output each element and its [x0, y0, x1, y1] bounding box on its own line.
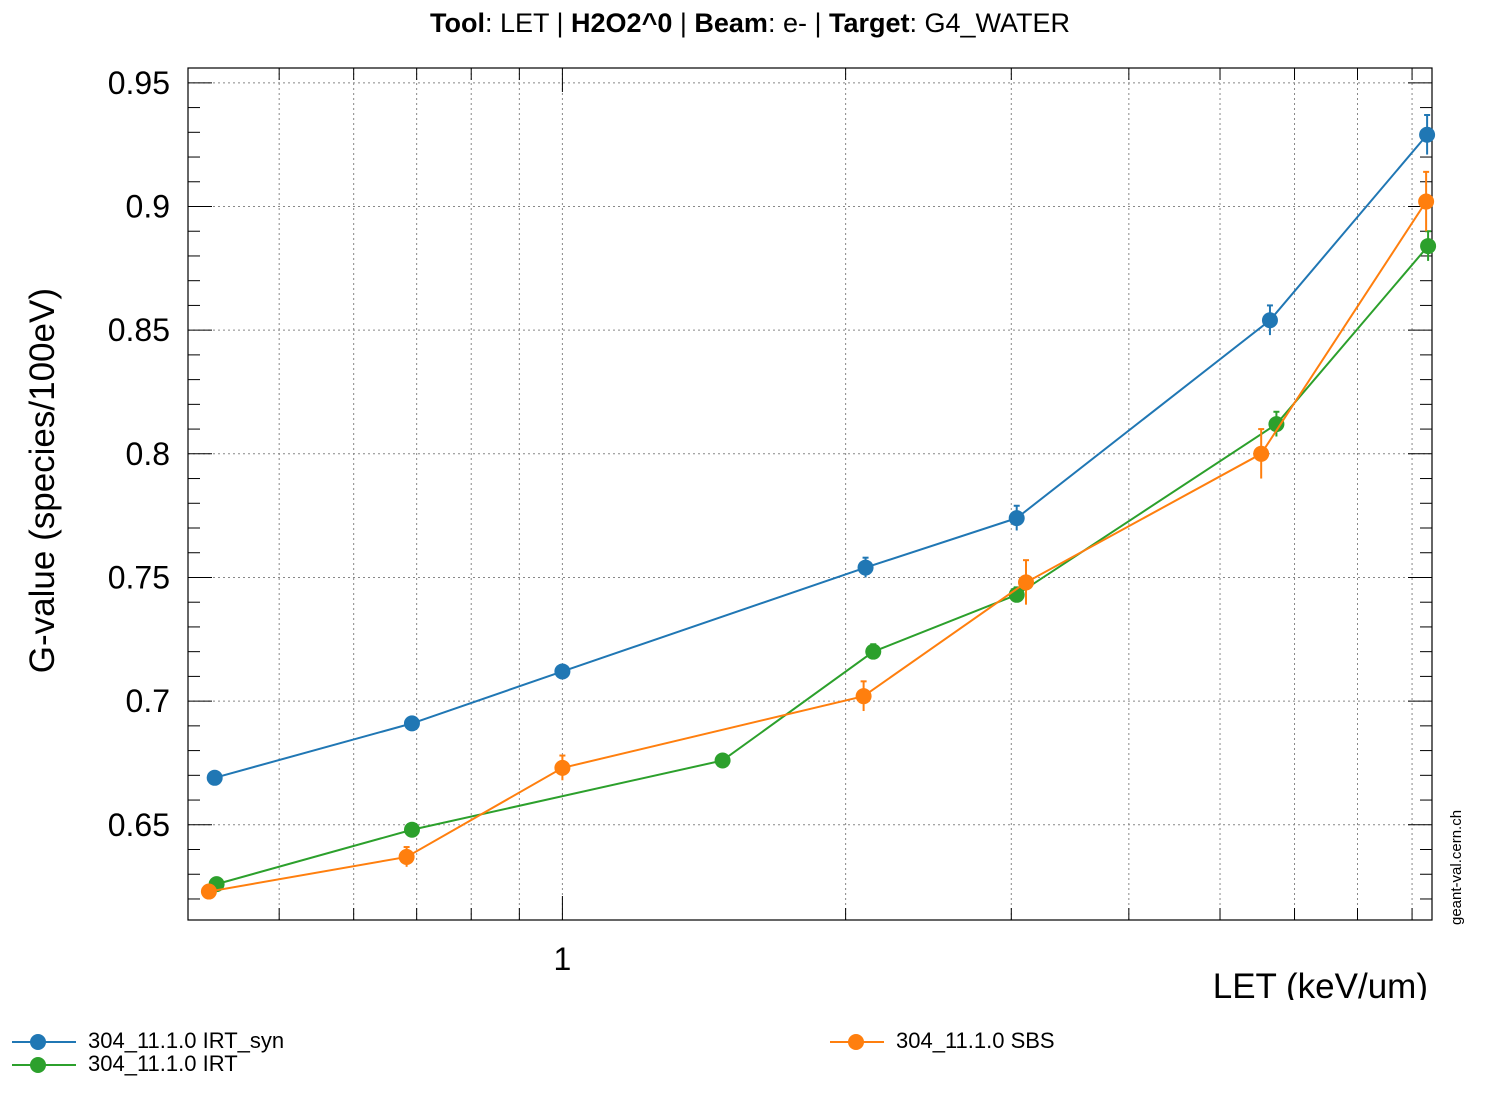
legend-marker-irt-syn [12, 1034, 76, 1050]
title-species: H2O2^0 [571, 8, 673, 38]
series-2 [200, 170, 1435, 900]
y-tick-label: 0.95 [108, 65, 170, 101]
data-point [200, 883, 217, 900]
plot-frame [187, 67, 1433, 921]
data-point [1268, 416, 1285, 433]
series-line [216, 245, 1429, 886]
data-point [403, 715, 420, 732]
series-line [208, 201, 1427, 893]
x-axis-label: LET (keV/um) [1213, 967, 1428, 1000]
data-point [1419, 126, 1436, 143]
legend-entry-irt-syn: 304_11.1.0 IRT_syn [12, 1028, 432, 1054]
title-beam-value: : e- | [767, 8, 829, 38]
data-point [1418, 193, 1435, 210]
legend-marker-irt [12, 1057, 76, 1073]
y-tick-label: 0.7 [126, 683, 170, 719]
data-point [1253, 445, 1270, 462]
data-point [855, 688, 872, 705]
data-point [554, 663, 571, 680]
data-point [1018, 574, 1035, 591]
y-tick-label: 0.75 [108, 559, 170, 595]
series-line [214, 134, 1428, 779]
x-tick-label: 1 [554, 941, 572, 977]
series-1 [208, 230, 1437, 893]
title-separator: | [672, 8, 695, 38]
data-point [398, 848, 415, 865]
data-point [865, 643, 882, 660]
y-tick-label: 0.8 [126, 436, 170, 472]
data-point [714, 752, 731, 769]
y-axis-label: G-value (species/100eV) [23, 288, 62, 673]
data-point [857, 559, 874, 576]
data-point [1261, 312, 1278, 329]
axis-ticks [188, 68, 1432, 920]
legend-label-irt: 304_11.1.0 IRT [88, 1051, 238, 1076]
watermark: geant-val.cern.ch [1448, 809, 1465, 925]
title-target-key: Target [828, 8, 910, 38]
chart-title: Tool: LET | H2O2^0 | Beam: e- | Target: … [0, 8, 1500, 39]
grid-lines [188, 68, 1432, 920]
legend-marker-sbs [830, 1034, 884, 1050]
data-point [206, 769, 223, 786]
data-point [1420, 238, 1437, 255]
legend-entry-irt: 304_11.1.0 IRT [12, 1051, 432, 1077]
y-tick-label: 0.9 [126, 188, 170, 224]
chart-plot: 0.65 0.7 0.75 0.8 0.85 0.9 0.95 1 LET (keV/um) G-… [23, 65, 1437, 1000]
series-0 [206, 113, 1436, 786]
legend-entry-sbs: 304_11.1.0 SBS [820, 1028, 1240, 1054]
data-point [1008, 510, 1025, 527]
data-point [403, 821, 420, 838]
y-tick-label: 0.85 [108, 312, 170, 348]
y-tick-label: 0.65 [108, 807, 170, 843]
data-point [554, 759, 571, 776]
title-target-value: : G4_WATER [909, 8, 1071, 38]
title-beam-key: Beam [694, 8, 768, 38]
legend-label-irt-syn: 304_11.1.0 IRT_syn [88, 1028, 285, 1053]
title-tool-value: : LET | [484, 8, 572, 38]
title-tool-key: Tool [429, 8, 485, 38]
legend-label-sbs: 304_11.1.0 SBS [896, 1028, 1055, 1053]
